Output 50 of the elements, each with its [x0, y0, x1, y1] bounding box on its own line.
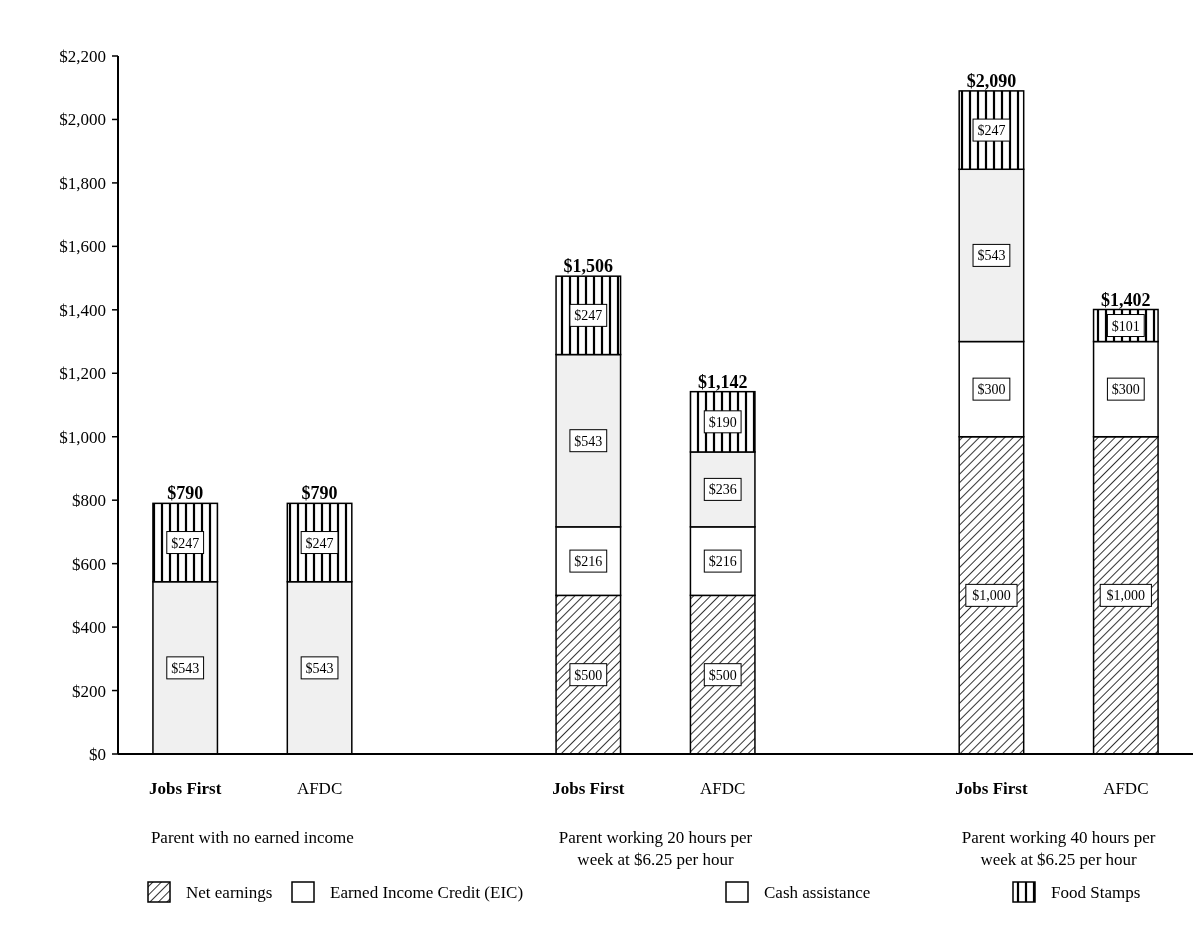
data-label: $300 [977, 382, 1006, 398]
legend-label: Net earnings [186, 883, 273, 902]
y-tick-label: $1,400 [59, 300, 106, 320]
y-tick-label: $1,600 [59, 237, 106, 257]
data-label: $247 [171, 535, 200, 551]
legend-label: Food Stamps [1051, 883, 1141, 902]
y-tick-label: $600 [72, 554, 106, 574]
x-tick-label: Jobs First [149, 779, 222, 798]
data-label: $300 [1111, 382, 1140, 398]
data-label: $216 [708, 554, 737, 570]
text: Parent working 20 hours per week at $6.25 per hour [558, 828, 753, 869]
data-label: $543 [305, 660, 334, 676]
x-tick-label: AFDC [700, 779, 746, 798]
total-label: $2,090 [966, 70, 1017, 91]
y-tick-label: $2,200 [59, 47, 106, 66]
x-tick-label: AFDC [1103, 779, 1149, 798]
y-tick-label: $200 [72, 681, 106, 701]
y-tick-label: $800 [72, 491, 106, 511]
data-label: $1,000 [972, 588, 1011, 604]
y-tick-label: $400 [72, 618, 106, 638]
x-tick-label: Jobs First [955, 779, 1028, 798]
data-label: $247 [305, 535, 334, 551]
data-label: $1,000 [1106, 588, 1146, 604]
total-label: $1,506 [563, 256, 614, 277]
text: Parent with no earned income [150, 828, 354, 847]
y-tick-label: $1,000 [59, 427, 106, 447]
data-label: $101 [1111, 318, 1140, 334]
y-tick-label: $1,800 [59, 173, 106, 193]
y-tick-label: $2,000 [59, 110, 106, 130]
data-label: $500 [708, 667, 737, 683]
data-label: $190 [708, 414, 737, 430]
data-label: $216 [574, 554, 603, 570]
total-label: $1,402 [1101, 289, 1151, 310]
data-label: $236 [708, 482, 737, 498]
x-tick-label: AFDC [296, 779, 343, 798]
data-label: $247 [977, 123, 1006, 139]
total-label: $790 [301, 483, 338, 504]
text: Parent working 40 hours per week at $6.25 per hour [961, 828, 1156, 869]
data-label: $500 [574, 667, 603, 683]
data-label: $543 [977, 248, 1006, 264]
y-tick-label: $0 [89, 745, 106, 764]
data-label: $543 [574, 433, 603, 449]
data-label: $543 [171, 660, 200, 676]
data-label: $247 [574, 308, 603, 324]
legend-label: Cash assistance [764, 883, 871, 902]
legend-label: Earned Income Credit (EIC) [330, 883, 524, 902]
y-tick-label: $1,200 [59, 364, 106, 384]
x-tick-label: Jobs First [552, 779, 625, 798]
total-label: $790 [167, 483, 204, 504]
total-label: $1,142 [697, 371, 748, 392]
